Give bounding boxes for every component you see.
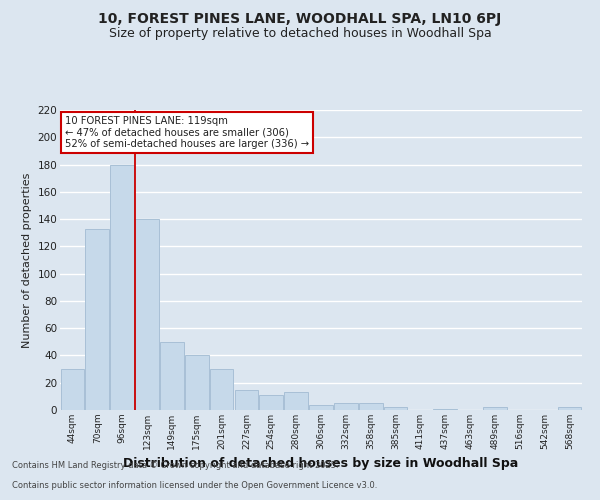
Bar <box>85 228 109 410</box>
Y-axis label: Number of detached properties: Number of detached properties <box>22 172 32 348</box>
Bar <box>259 395 283 410</box>
Bar <box>309 404 333 410</box>
Bar <box>483 408 507 410</box>
Bar <box>284 392 308 410</box>
Text: Contains HM Land Registry data © Crown copyright and database right 2025.: Contains HM Land Registry data © Crown c… <box>12 461 338 470</box>
Text: Size of property relative to detached houses in Woodhall Spa: Size of property relative to detached ho… <box>109 28 491 40</box>
Bar <box>384 408 407 410</box>
X-axis label: Distribution of detached houses by size in Woodhall Spa: Distribution of detached houses by size … <box>124 458 518 470</box>
Text: Contains public sector information licensed under the Open Government Licence v3: Contains public sector information licen… <box>12 481 377 490</box>
Bar <box>334 403 358 410</box>
Text: 10, FOREST PINES LANE, WOODHALL SPA, LN10 6PJ: 10, FOREST PINES LANE, WOODHALL SPA, LN1… <box>98 12 502 26</box>
Bar <box>135 219 159 410</box>
Text: 10 FOREST PINES LANE: 119sqm
← 47% of detached houses are smaller (306)
52% of s: 10 FOREST PINES LANE: 119sqm ← 47% of de… <box>65 116 310 149</box>
Bar <box>160 342 184 410</box>
Bar <box>235 390 258 410</box>
Bar <box>110 164 134 410</box>
Bar <box>210 369 233 410</box>
Bar <box>359 403 383 410</box>
Bar <box>185 356 209 410</box>
Bar <box>433 408 457 410</box>
Bar <box>558 408 581 410</box>
Bar <box>61 369 84 410</box>
